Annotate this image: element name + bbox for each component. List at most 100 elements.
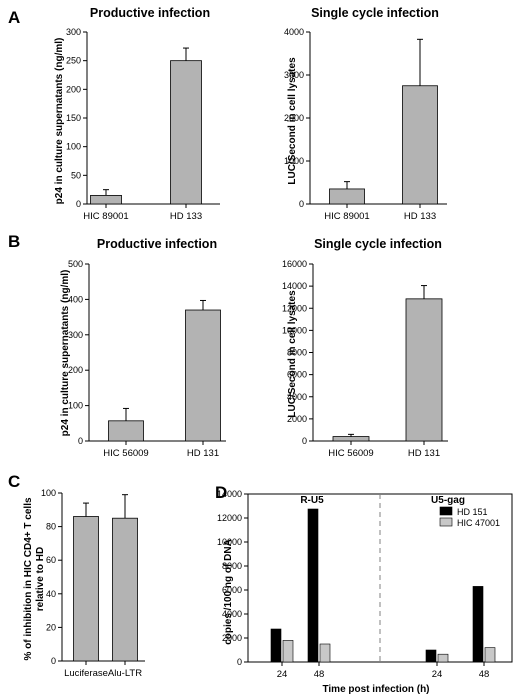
y-tick-label: 0 [299,199,304,209]
y-tick-label: 300 [66,27,81,37]
y-tick-label: 100 [68,401,83,411]
y-axis-title: p24 in culture supernatants (ng/ml) [54,38,65,205]
y-tick-label: 250 [66,56,81,66]
chart-title: Single cycle infection [314,237,442,251]
y-tick-label: 3000 [284,70,304,80]
y-tick-label: 300 [68,330,83,340]
x-tick-label: HIC 89001 [324,211,369,222]
y-axis-title-line-2: relative to HD [35,547,46,611]
y-tick-label: 10000 [282,325,307,335]
y-axis-title: LUC/Second in cell lysates [287,57,298,185]
y-tick-label: 8000 [287,348,307,358]
y-tick-label: 14000 [217,489,242,499]
y-tick-label: 0 [302,436,307,446]
x-tick-label: HD 131 [408,448,440,459]
y-tick-label: 4000 [287,392,307,402]
x-tick-label: HIC 56009 [103,448,148,459]
chart-title: Productive infection [90,6,210,20]
legend-swatch [439,506,453,516]
y-tick-label: 2000 [287,414,307,424]
group-label-u5-gag: U5-gag [431,495,465,506]
y-tick-label: 400 [68,294,83,304]
x-tick-label: 24 [432,669,443,680]
bar [270,628,282,663]
x-tick-label: HIC 56009 [328,448,373,459]
y-tick-label: 0 [51,656,56,666]
x-tick-label: HIC 89001 [83,211,128,222]
bar [437,653,449,663]
y-tick-label: 6000 [222,585,242,595]
y-axis-title-line-1: % of inhibition in HIC CD4+ T cells [23,497,34,661]
chart-title: Productive infection [97,237,217,251]
y-tick-label: 4000 [222,609,242,619]
x-tick-label: HD 133 [404,211,436,222]
bar [170,60,202,205]
x-tick-label: 48 [314,669,325,680]
panel-letter-d: D [215,483,227,502]
x-tick-label: HD 131 [187,448,219,459]
y-tick-label: 200 [68,365,83,375]
y-tick-label: 40 [46,589,56,599]
chart-a-productive-infection: Productive infection p24 in culture supe… [54,6,220,222]
y-tick-label: 20 [46,622,56,632]
y-tick-label: 0 [237,657,242,667]
bar [472,586,484,663]
y-tick-label: 10000 [217,537,242,547]
bar [112,517,138,662]
y-tick-label: 2000 [284,113,304,123]
x-tick-label: Alu-LTR [108,668,142,679]
bar [425,649,437,663]
legend-label: HIC 47001 [457,518,500,528]
bar [484,647,496,663]
bar [90,194,122,205]
chart-c-percent-inhibition: % of inhibition in HIC CD4+ T cells rela… [23,488,145,679]
bar [402,85,438,205]
y-tick-label: 1000 [284,156,304,166]
y-tick-label: 80 [46,522,56,532]
x-tick-label: Luciferase [64,668,108,679]
bar [332,436,370,442]
y-tick-label: 6000 [287,370,307,380]
chart-d-copies-per-dna: copies /100 ng of DNA Time post infectio… [217,489,513,695]
chart-a-single-cycle-infection: Single cycle infection LUC/Second in cel… [284,6,447,222]
y-tick-label: 12000 [217,513,242,523]
group-label-r-u5: R-U5 [300,495,324,506]
panel-letter-b: B [8,232,20,251]
bar [282,640,294,663]
y-axis-title: copies /100 ng of DNA [223,539,234,645]
y-tick-label: 0 [78,436,83,446]
bar [108,420,144,442]
y-tick-label: 16000 [282,259,307,269]
y-tick-label: 2000 [222,633,242,643]
bar [307,508,319,663]
y-tick-label: 4000 [284,27,304,37]
bar [73,516,99,662]
chart-b-productive-infection: Productive infection p24 in culture supe… [60,237,226,459]
y-tick-label: 14000 [282,281,307,291]
y-axis-title: LUC/Second in cell lysates [287,290,298,418]
y-tick-label: 200 [66,84,81,94]
chart-b-single-cycle-infection: Single cycle infection LUC/Second in cel… [282,237,448,459]
x-tick-label: 48 [479,669,490,680]
y-tick-label: 60 [46,555,56,565]
y-axis-title: p24 in culture supernatants (ng/ml) [60,270,71,437]
y-tick-label: 8000 [222,561,242,571]
bar [319,643,331,663]
bar [405,298,443,442]
y-tick-label: 500 [68,259,83,269]
legend-swatch [439,517,453,527]
bar [329,188,365,205]
chart-title: Single cycle infection [311,6,439,20]
panel-letter-c: C [8,472,20,491]
panel-letter-a: A [8,8,20,27]
y-tick-label: 150 [66,113,81,123]
y-tick-label: 0 [76,199,81,209]
y-tick-label: 12000 [282,303,307,313]
x-axis-title: Time post infection (h) [322,684,429,695]
y-tick-label: 100 [66,142,81,152]
bar [185,309,221,442]
legend-label: HD 151 [457,507,488,517]
y-tick-label: 100 [41,488,56,498]
